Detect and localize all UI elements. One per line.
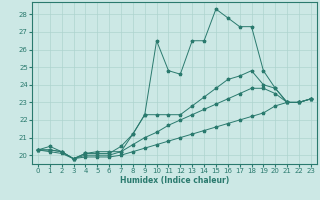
- X-axis label: Humidex (Indice chaleur): Humidex (Indice chaleur): [120, 176, 229, 185]
